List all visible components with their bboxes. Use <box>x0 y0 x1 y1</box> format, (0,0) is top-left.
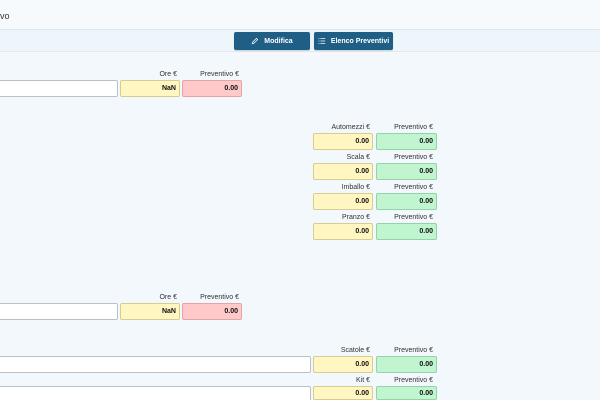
scala-label: Scala € <box>346 154 370 161</box>
ore-value-2: NaN <box>120 303 180 320</box>
pranzo-preventivo-label: Preventivo € <box>394 214 433 221</box>
modifica-button[interactable]: Modifica <box>234 32 310 50</box>
page-header: vo <box>0 0 600 30</box>
scatole-preventivo-label: Preventivo € <box>394 347 433 354</box>
scala-preventivo-value: 0.00 <box>376 163 437 180</box>
materials-description-input[interactable] <box>0 356 311 373</box>
imballo-preventivo-label: Preventivo € <box>394 184 433 191</box>
ore-label-1: Ore € <box>159 71 177 78</box>
automezzi-value: 0.00 <box>313 133 373 150</box>
kit-preventivo-label: Preventivo € <box>394 377 433 384</box>
elenco-preventivi-button[interactable]: Elenco Preventivi <box>314 32 393 50</box>
scatole-preventivo-value: 0.00 <box>376 356 437 373</box>
preventivo-label-2: Preventivo € <box>200 294 239 301</box>
imballo-value: 0.00 <box>313 193 373 210</box>
description-input-2[interactable] <box>0 303 118 320</box>
kit-preventivo-value: 0.00 <box>376 386 437 400</box>
ore-label-2: Ore € <box>159 294 177 301</box>
list-icon <box>318 38 326 44</box>
elenco-preventivi-label: Elenco Preventivi <box>330 37 390 45</box>
pranzo-value: 0.00 <box>313 223 373 240</box>
scatole-value: 0.00 <box>313 356 373 373</box>
scala-value: 0.00 <box>313 163 373 180</box>
imballo-label: Imballo € <box>341 184 370 191</box>
kit-value: 0.00 <box>313 386 373 400</box>
preventivo-value-1: 0.00 <box>182 80 242 97</box>
scatole-label: Scatole € <box>340 347 370 354</box>
automezzi-label: Automezzi € <box>331 124 370 131</box>
pranzo-preventivo-value: 0.00 <box>376 223 437 240</box>
pranzo-label: Pranzo € <box>341 214 370 221</box>
description-input-1[interactable] <box>0 80 118 97</box>
automezzi-preventivo-label: Preventivo € <box>394 124 433 131</box>
automezzi-preventivo-value: 0.00 <box>376 133 437 150</box>
modifica-label: Modifica <box>264 37 293 45</box>
pencil-icon <box>252 37 259 45</box>
imballo-preventivo-value: 0.00 <box>376 193 437 210</box>
ore-value-1: NaN <box>120 80 180 97</box>
preventivo-label-1: Preventivo € <box>200 71 239 78</box>
preventivo-value-2: 0.00 <box>182 303 242 320</box>
kit-description-input[interactable] <box>0 386 311 400</box>
kit-label: Kit € <box>355 377 370 384</box>
scala-preventivo-label: Preventivo € <box>394 154 433 161</box>
page-title: vo <box>0 11 10 21</box>
